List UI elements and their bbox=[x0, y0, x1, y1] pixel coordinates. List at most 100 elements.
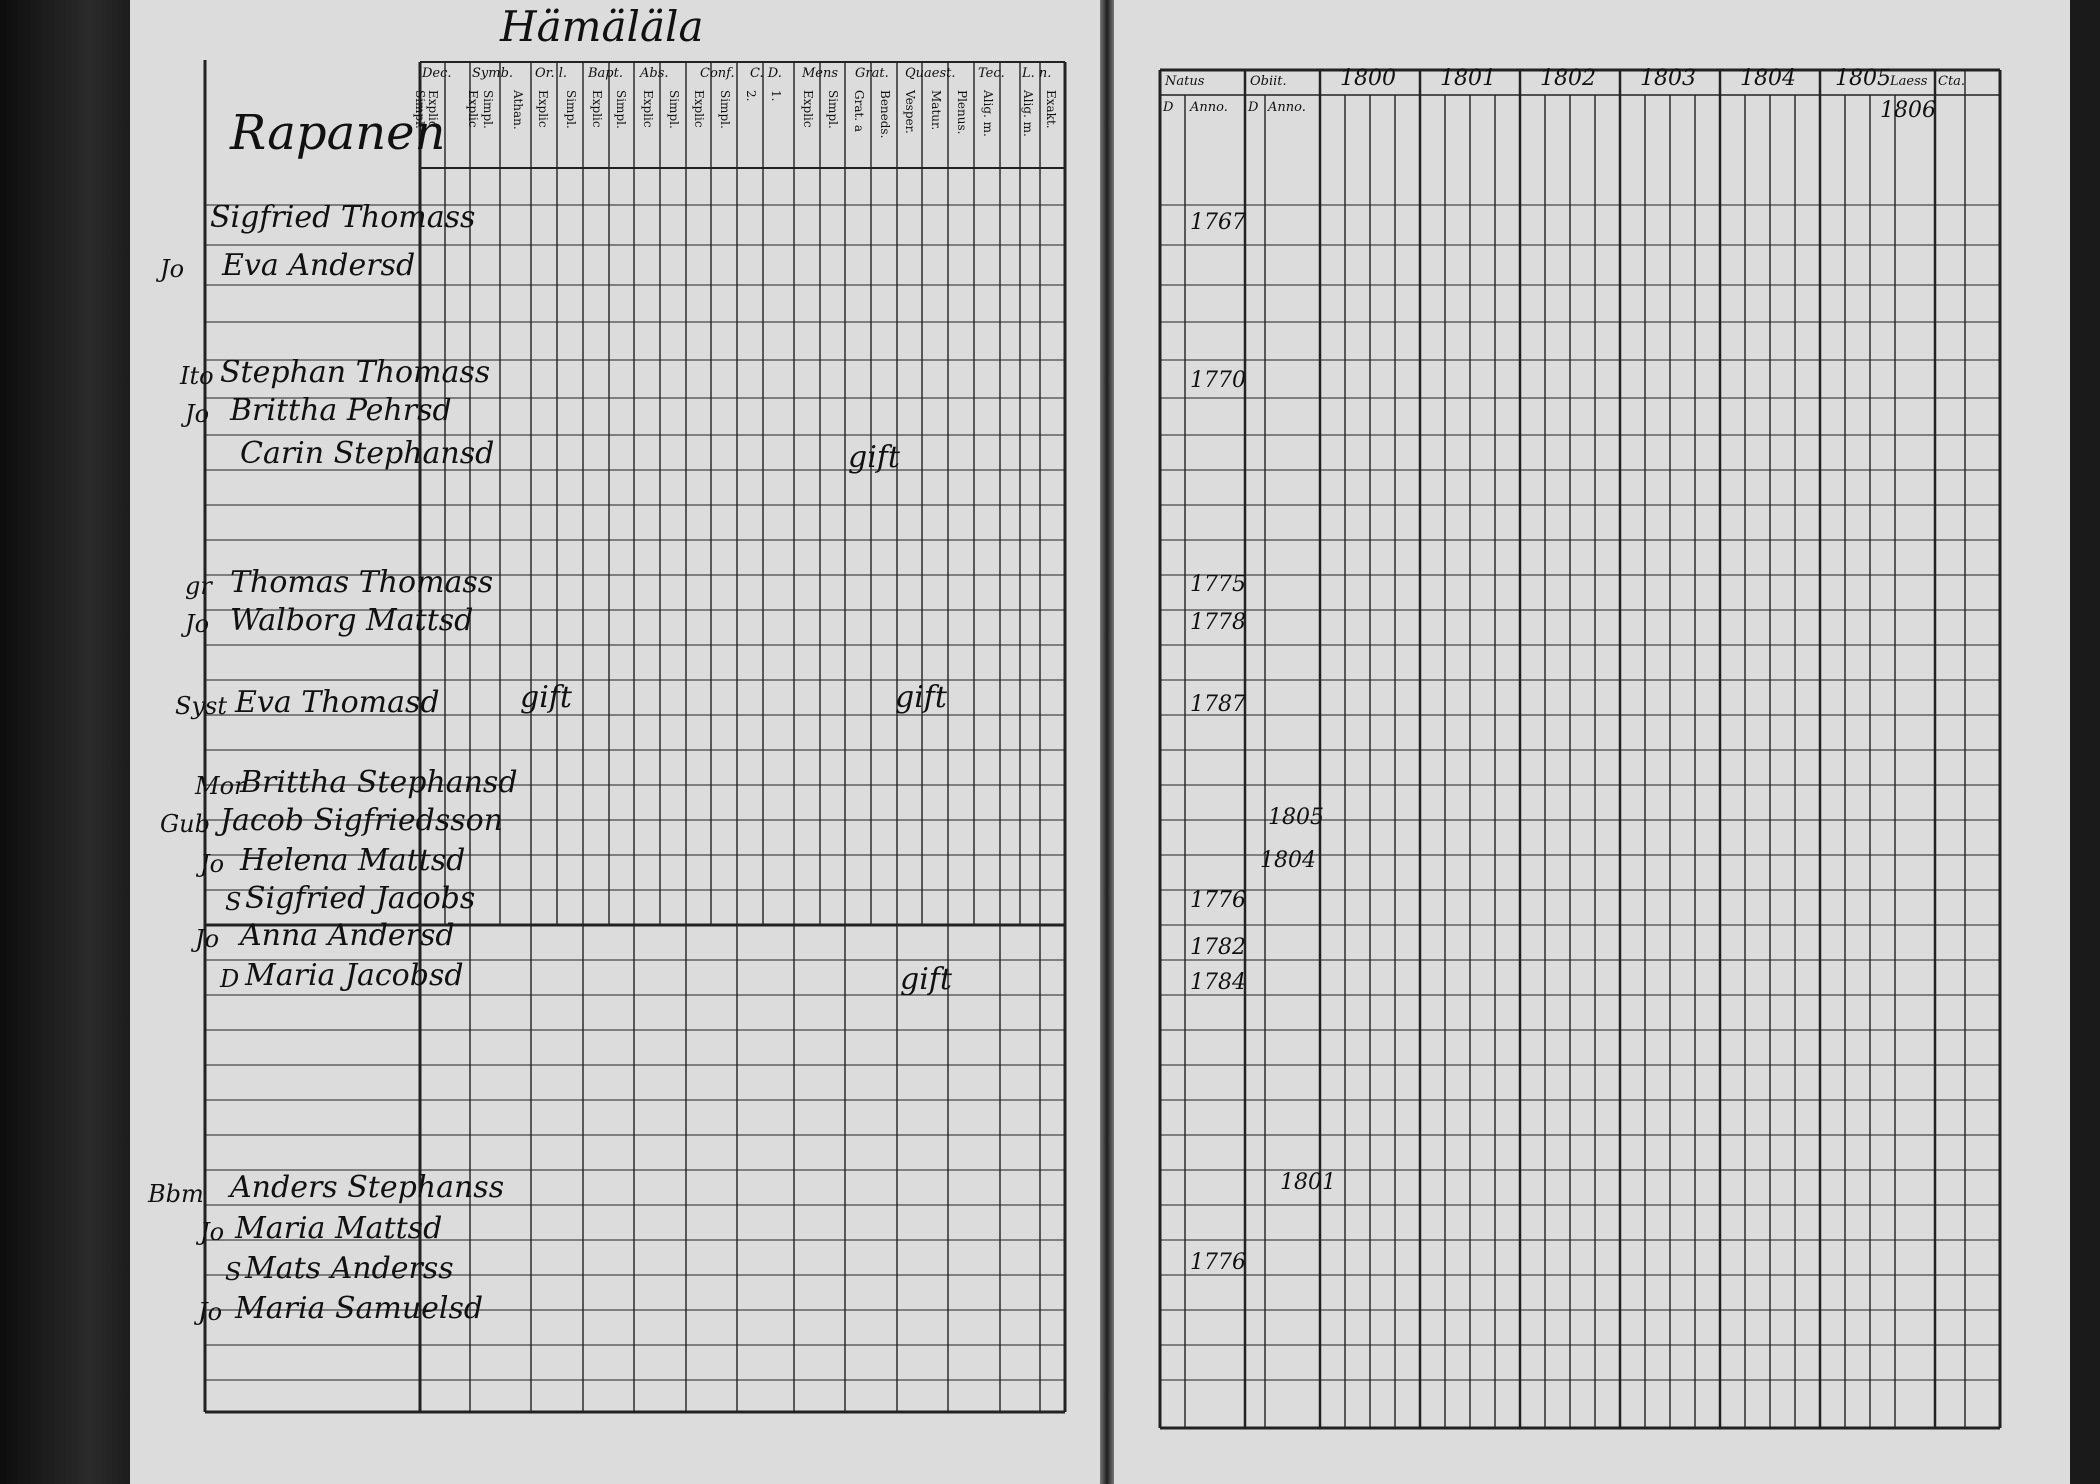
subheader-anno: Anno. bbox=[1268, 100, 1306, 115]
header-year-1802: 1802 bbox=[1540, 66, 1596, 91]
person-prefix: Gub bbox=[160, 810, 210, 838]
subheader-anno: Anno. bbox=[1190, 100, 1228, 115]
person-prefix: D bbox=[220, 965, 240, 993]
subheader: Explic bbox=[590, 90, 604, 128]
birth-year: 1776 bbox=[1190, 888, 1246, 913]
person-name: Mats Anderss bbox=[245, 1251, 454, 1286]
annotation-gift: gift bbox=[520, 680, 572, 715]
header-year-1800: 1800 bbox=[1340, 66, 1396, 91]
birth-year: 1776 bbox=[1190, 1250, 1246, 1275]
header-natus: Natus bbox=[1165, 74, 1205, 89]
birth-year: 1775 bbox=[1190, 572, 1246, 597]
header-bapt: Bapt. bbox=[588, 66, 623, 81]
header-grat: Grat. bbox=[855, 66, 889, 81]
subheader: Explic bbox=[536, 90, 550, 128]
birth-year: 1787 bbox=[1190, 692, 1246, 717]
person-prefix: Jo bbox=[185, 400, 210, 428]
person-prefix: Jo bbox=[198, 1298, 223, 1326]
birth-year: 1770 bbox=[1190, 368, 1246, 393]
farm-name: Rapanen bbox=[230, 105, 446, 161]
header-year-1804: 1804 bbox=[1740, 66, 1796, 91]
annotation-gift: gift bbox=[900, 962, 952, 997]
header-year-1805: 1805 bbox=[1835, 66, 1891, 91]
death-year: 1804 bbox=[1260, 848, 1316, 873]
subheader: 1. bbox=[769, 90, 783, 102]
header-conf: Conf. bbox=[700, 66, 735, 81]
header-obiit: Obiit. bbox=[1250, 74, 1287, 89]
person-name: Thomas Thomass bbox=[230, 565, 494, 600]
header-cd: C. D. bbox=[750, 66, 782, 81]
person-prefix: S bbox=[225, 1258, 242, 1286]
book-spine bbox=[0, 0, 150, 1484]
person-name: Maria Samuelsd bbox=[235, 1291, 484, 1326]
person-name: Sigfried Jacobs bbox=[245, 881, 476, 916]
birth-year: 1778 bbox=[1190, 610, 1246, 635]
header-cta: Cta. bbox=[1938, 74, 1966, 89]
subheader: Exakt. bbox=[1044, 90, 1058, 129]
header-quaest: Quaest. bbox=[905, 66, 956, 81]
header-laess: Laess bbox=[1890, 74, 1928, 89]
person-prefix: S bbox=[225, 888, 242, 916]
book-gutter bbox=[1100, 0, 1114, 1484]
subheader: Explic bbox=[641, 90, 655, 128]
corner-year: 1806 bbox=[1880, 98, 1936, 123]
left-page bbox=[130, 0, 1105, 1484]
person-prefix: Jo bbox=[200, 850, 225, 878]
subheader: Vesper. bbox=[903, 90, 917, 134]
person-name: Sigfried Thomass bbox=[210, 200, 476, 235]
header-mens: Mens bbox=[802, 66, 839, 81]
birth-year: 1767 bbox=[1190, 210, 1246, 235]
person-name: Anna Andersd bbox=[240, 918, 455, 953]
person-prefix: Jo bbox=[195, 925, 220, 953]
subheader: 2. bbox=[744, 90, 758, 102]
subheader: Simpl. bbox=[413, 90, 427, 129]
person-prefix: Bbm bbox=[148, 1180, 204, 1208]
person-name: Brittha Pehrsd bbox=[230, 393, 452, 428]
header-tec: Tec. bbox=[978, 66, 1005, 81]
person-name: Carin Stephansd bbox=[240, 436, 495, 471]
village-title: Hämäläla bbox=[500, 2, 704, 51]
header-dec: Dec. bbox=[422, 66, 452, 81]
person-name: Brittha Stephansd bbox=[240, 765, 518, 800]
subheader: Explic bbox=[426, 90, 440, 128]
header-ln: L. n. bbox=[1022, 66, 1052, 81]
person-prefix: Jo bbox=[185, 610, 210, 638]
death-year: 1801 bbox=[1280, 1170, 1336, 1195]
subheader: Simpl. bbox=[614, 90, 628, 129]
header-or-l: Or. l. bbox=[535, 66, 567, 81]
header-symb: Symb. bbox=[472, 66, 514, 81]
subheader: Alig. m. bbox=[1021, 90, 1035, 137]
death-year: 1805 bbox=[1268, 805, 1324, 830]
person-name: Maria Jacobsd bbox=[245, 958, 464, 993]
person-prefix: Jo bbox=[160, 255, 185, 283]
birth-year: 1782 bbox=[1190, 935, 1246, 960]
person-prefix: gr bbox=[185, 572, 212, 600]
subheader: Simpl. bbox=[826, 90, 840, 129]
subheader: Explic bbox=[466, 90, 480, 128]
person-prefix: Mor bbox=[195, 772, 246, 800]
subheader: Alig. m. bbox=[981, 90, 995, 137]
annotation-gift: gift bbox=[895, 680, 947, 715]
header-year-1801: 1801 bbox=[1440, 66, 1496, 91]
person-name: Helena Mattsd bbox=[240, 843, 466, 878]
person-name: Walborg Mattsd bbox=[230, 603, 474, 638]
right-page bbox=[1110, 0, 2070, 1484]
subheader: Grat. a bbox=[852, 90, 866, 133]
subheader-d: D bbox=[1163, 100, 1174, 115]
subheader: Simpl. bbox=[667, 90, 681, 129]
person-name: Maria Mattsd bbox=[235, 1211, 443, 1246]
subheader-d: D bbox=[1248, 100, 1259, 115]
person-prefix: Jo bbox=[200, 1218, 225, 1246]
subheader: Explic bbox=[801, 90, 815, 128]
subheader: Simpl. bbox=[564, 90, 578, 129]
subheader: Simpl. bbox=[481, 90, 495, 129]
subheader: Plenus. bbox=[955, 90, 969, 135]
subheader: Simpl. bbox=[718, 90, 732, 129]
header-year-1803: 1803 bbox=[1640, 66, 1696, 91]
person-name: Jacob Sigfriedsson bbox=[220, 803, 504, 838]
subheader: Beneds. bbox=[878, 90, 892, 139]
header-abs: Abs. bbox=[640, 66, 669, 81]
person-prefix: Syst bbox=[175, 692, 227, 720]
